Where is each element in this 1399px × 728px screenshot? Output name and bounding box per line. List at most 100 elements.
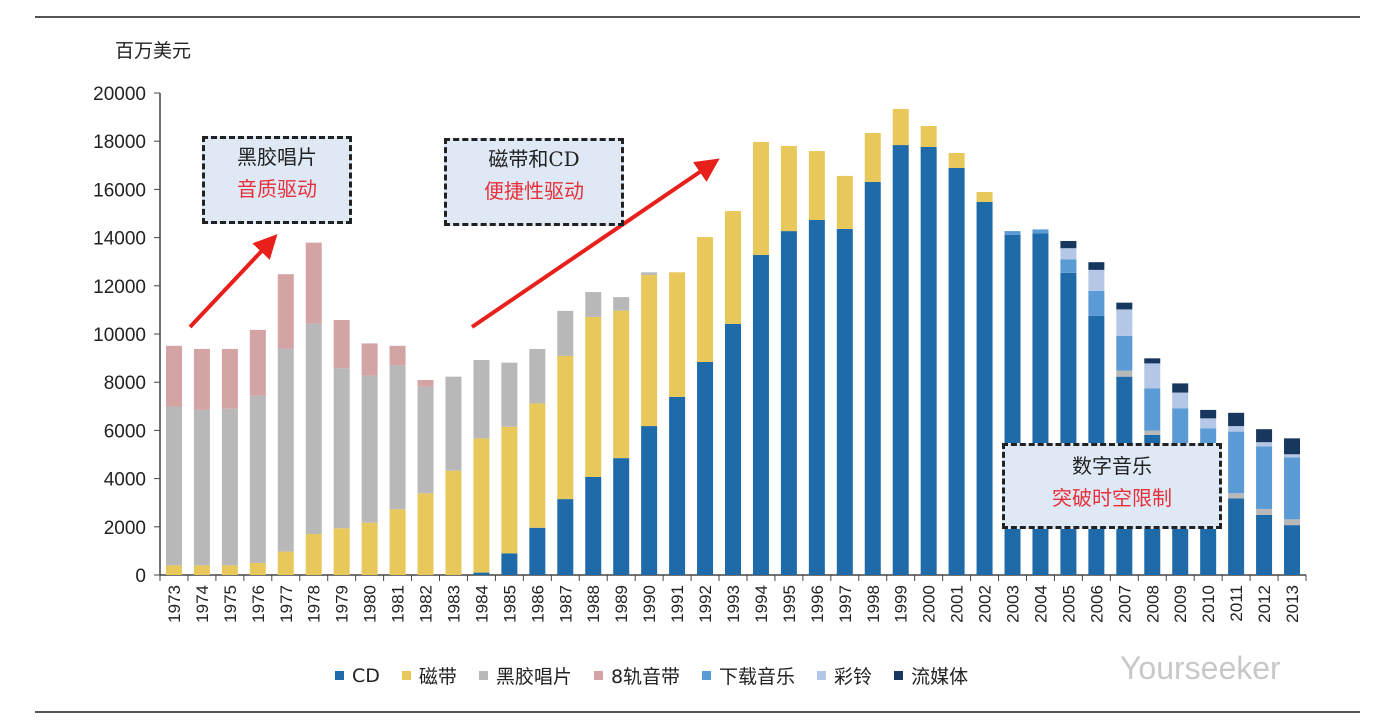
bar-segment — [1256, 508, 1273, 515]
legend-label: 彩铃 — [834, 666, 873, 688]
bar-segment — [389, 365, 406, 510]
legend-item-tape: 磁带 — [401, 662, 457, 689]
legend-item-ringtone: 彩铃 — [817, 662, 872, 689]
x-tick-label: 2000 — [920, 585, 939, 623]
x-tick-label: 1990 — [640, 585, 659, 623]
legend-label: 8轨音带 — [610, 666, 681, 688]
bar-segment — [641, 274, 658, 427]
annotation-digital: 数字音乐 突破时空限制 — [1002, 443, 1222, 529]
x-tick-label: 2006 — [1087, 585, 1106, 623]
bar-segment — [1228, 412, 1245, 427]
bar-segment — [1088, 262, 1105, 270]
bar-segment — [277, 274, 294, 349]
bar-segment — [1088, 290, 1105, 316]
bar-segment — [752, 141, 769, 255]
legend-item-8track: 8轨音带 — [593, 662, 681, 689]
x-tick-label: 1989 — [612, 585, 631, 623]
bar-segment — [249, 562, 266, 575]
bar-segment — [976, 201, 993, 575]
legend-swatch — [702, 671, 712, 680]
x-tick-label: 2003 — [1004, 585, 1023, 623]
bar-segment — [1144, 388, 1161, 431]
bar-segment — [892, 108, 909, 146]
bar-segment — [808, 151, 825, 221]
bar-segment — [836, 175, 853, 229]
bar-segment — [221, 348, 238, 409]
x-tick-label: 2010 — [1199, 585, 1218, 623]
bar-segment — [557, 355, 574, 500]
x-tick-label: 1980 — [361, 585, 380, 623]
bar-segment — [920, 146, 937, 575]
bar-segment — [529, 403, 546, 528]
x-tick-label: 1983 — [444, 585, 463, 623]
bar-segment — [361, 522, 378, 575]
bar-segment — [193, 565, 210, 575]
bar-segment — [585, 316, 602, 477]
bar-segment — [725, 211, 741, 324]
bar-segment — [1144, 358, 1161, 364]
y-tick-label: 4000 — [104, 470, 146, 491]
legend-label: CD — [352, 664, 380, 687]
bar-segment — [249, 329, 266, 396]
legend-swatch — [817, 671, 827, 680]
bar-segment — [501, 362, 518, 427]
bar-segment — [305, 242, 322, 324]
bar-segment — [613, 310, 630, 459]
bar-segment — [333, 320, 350, 369]
legend-label: 下载音乐 — [719, 666, 796, 688]
bar-segment — [333, 368, 350, 529]
bar-segment — [1200, 409, 1217, 419]
x-tick-label: 2001 — [948, 585, 967, 623]
bar-segment — [725, 323, 741, 575]
x-tick-label: 2012 — [1255, 585, 1274, 623]
bar-segment — [1256, 446, 1273, 509]
x-tick-label: 1992 — [696, 585, 715, 623]
bar-segment — [417, 380, 434, 387]
bar-segment — [920, 126, 937, 147]
bar-segment — [445, 376, 462, 471]
bar-segment — [529, 527, 546, 575]
bar-segment — [669, 396, 686, 575]
top-rule — [35, 16, 1360, 18]
bar-segment — [641, 426, 658, 575]
legend-label: 黑胶唱片 — [495, 666, 572, 688]
bar-segment — [1228, 426, 1245, 432]
legend-swatch — [335, 671, 344, 680]
bar-segment — [193, 409, 210, 566]
bar-segment — [892, 145, 909, 575]
bar-segment — [1116, 302, 1133, 310]
y-axis-unit-label: 百万美元 — [115, 40, 192, 62]
bar-segment — [529, 348, 546, 404]
bar-segment — [1284, 457, 1301, 520]
x-tick-label: 1977 — [277, 585, 296, 623]
bar-segment — [1172, 383, 1189, 393]
bar-segment — [948, 167, 965, 576]
annotation-tape-cd-title: 磁带和CD — [488, 147, 580, 171]
bar-segment — [305, 534, 322, 575]
bar-segment — [585, 292, 602, 317]
legend-label: 磁带 — [418, 666, 457, 688]
bar-segment — [277, 551, 294, 575]
x-tick-label: 2011 — [1227, 585, 1246, 622]
legend-label: 流媒体 — [911, 666, 969, 688]
bar-segment — [557, 499, 574, 575]
bar-segment — [1144, 363, 1161, 389]
legend-swatch — [894, 671, 904, 680]
bar-segment — [1256, 442, 1273, 447]
y-tick-label: 18000 — [93, 132, 146, 153]
bar-segment — [165, 565, 182, 575]
legend-swatch — [593, 671, 603, 680]
x-tick-label: 1975 — [221, 585, 240, 623]
bar-segment — [1228, 498, 1245, 575]
bar-segment — [305, 323, 322, 535]
annotation-vinyl-subtitle: 音质驱动 — [237, 177, 317, 201]
x-tick-label: 2004 — [1031, 585, 1050, 623]
y-tick-label: 16000 — [93, 180, 146, 201]
x-tick-label: 2009 — [1171, 585, 1190, 623]
trend-arrow — [188, 234, 278, 329]
x-tick-label: 2005 — [1059, 585, 1078, 623]
bar-segment — [1228, 493, 1245, 499]
bar-segment — [1116, 335, 1133, 371]
bar-segment — [808, 220, 825, 575]
